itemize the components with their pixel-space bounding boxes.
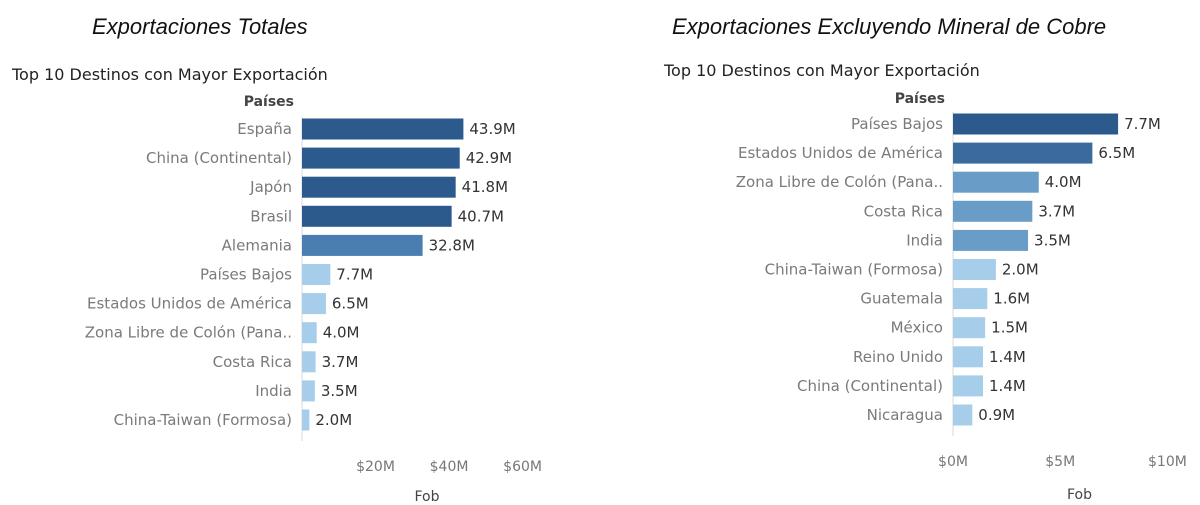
x-tick-label: $60M [503, 459, 542, 475]
category-label: India [255, 382, 292, 400]
value-label: 6.5M [1098, 144, 1135, 162]
category-label: China (Continental) [797, 377, 943, 395]
value-label: 40.7M [458, 207, 504, 225]
category-label: Reino Unido [853, 348, 943, 366]
category-label: España [237, 120, 292, 138]
value-label: 7.7M [1124, 115, 1161, 133]
bar [302, 205, 452, 227]
row-header: Países [895, 91, 945, 107]
category-label: Nicaragua [867, 406, 943, 424]
bar [953, 346, 984, 368]
category-label: India [906, 231, 943, 249]
category-label: China (Continental) [146, 149, 292, 167]
bar [953, 113, 1119, 135]
value-label: 32.8M [429, 236, 475, 254]
chart-title: Top 10 Destinos con Mayor Exportación [11, 65, 328, 84]
value-label: 4.0M [1045, 173, 1082, 191]
bar [302, 351, 316, 373]
category-label: Estados Unidos de América [738, 144, 943, 162]
bar [302, 409, 310, 431]
category-label: Brasil [250, 207, 292, 225]
category-label: Zona Libre de Colón (Pana.. [85, 324, 292, 342]
value-label: 2.0M [315, 411, 352, 429]
category-label: Países Bajos [200, 266, 292, 284]
category-label: China-Taiwan (Formosa) [765, 261, 943, 279]
bar [953, 142, 1093, 164]
bar [302, 234, 423, 256]
x-tick-label: $5M [1045, 454, 1075, 470]
value-label: 3.5M [321, 382, 358, 400]
category-label: México [891, 319, 943, 337]
value-label: 7.7M [336, 266, 373, 284]
bar [302, 293, 326, 315]
bar [953, 171, 1039, 193]
x-tick-label: $10M [1148, 454, 1187, 470]
chart-right-heading: Exportaciones Excluyendo Mineral de Cobr… [672, 14, 1107, 39]
category-label: Costa Rica [864, 202, 943, 220]
chart-title: Top 10 Destinos con Mayor Exportación [663, 61, 980, 80]
bar [953, 317, 986, 339]
value-label: 6.5M [332, 295, 369, 313]
category-label: Alemania [222, 236, 292, 254]
value-label: 42.9M [466, 149, 512, 167]
category-label: China-Taiwan (Formosa) [114, 411, 292, 429]
chart-total-exports: Top 10 Destinos con Mayor Exportación Paí… [11, 65, 542, 505]
value-label: 1.5M [991, 319, 1028, 337]
bar [953, 259, 996, 280]
category-label: Japón [249, 178, 292, 196]
category-label: Guatemala [860, 290, 943, 308]
chart-exports-excluding-copper: Top 10 Destinos con Mayor Exportación Paí… [663, 61, 1187, 503]
value-label: 43.9M [469, 120, 515, 138]
value-label: 4.0M [323, 324, 360, 342]
category-label: Zona Libre de Colón (Pana.. [736, 173, 943, 191]
value-label: 41.8M [462, 178, 508, 196]
value-label: 2.0M [1002, 261, 1039, 279]
bar [302, 147, 460, 169]
x-tick-label: $20M [356, 459, 395, 475]
value-label: 3.7M [322, 353, 359, 371]
value-label: 0.9M [978, 406, 1015, 424]
value-label: 3.5M [1034, 231, 1071, 249]
bar [953, 288, 988, 310]
category-label: Costa Rica [213, 353, 292, 371]
x-tick-label: $0M [938, 454, 968, 470]
bar [953, 375, 984, 397]
chart-left-heading: Exportaciones Totales [92, 14, 308, 39]
bar [302, 322, 317, 344]
x-axis-title: Fob [414, 489, 439, 505]
row-header: Países [244, 94, 294, 110]
value-label: 1.4M [989, 377, 1026, 395]
value-label: 1.4M [989, 348, 1026, 366]
bar [302, 118, 464, 140]
x-tick-label: $40M [430, 459, 469, 475]
x-axis-title: Fob [1067, 487, 1092, 503]
value-label: 3.7M [1038, 202, 1075, 220]
bar [302, 380, 315, 402]
bar [302, 176, 456, 198]
bar [953, 404, 973, 426]
category-label: Países Bajos [851, 115, 943, 133]
value-label: 1.6M [993, 290, 1030, 308]
bar [953, 200, 1033, 222]
category-label: Estados Unidos de América [87, 295, 292, 313]
bar [953, 229, 1029, 251]
bar [302, 264, 331, 285]
